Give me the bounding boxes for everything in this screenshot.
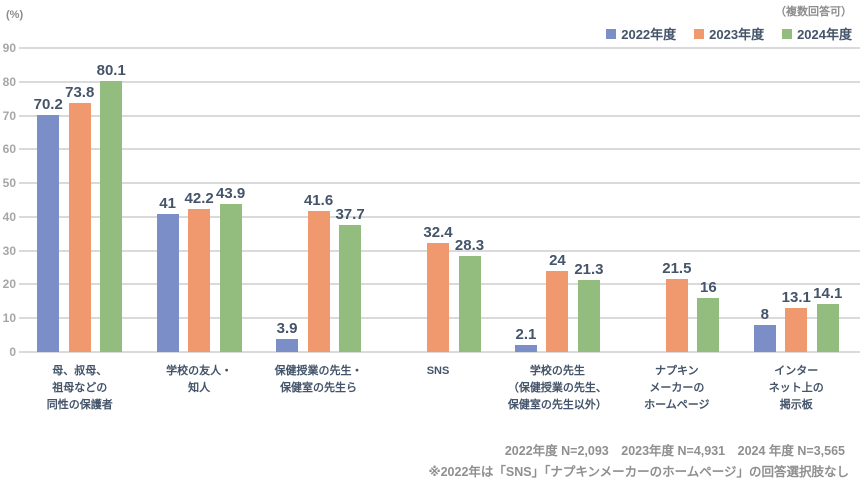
category-label: 母、叔母、 祖母などの 同性の保護者 — [46, 365, 113, 411]
category-label: ナプキン メーカーの ホームページ — [644, 365, 710, 411]
bar-2022年度 — [514, 344, 537, 352]
bar-2024年度 — [100, 81, 123, 352]
bar-value-label: 8 — [760, 305, 769, 323]
legend-swatch — [782, 28, 793, 39]
bar-value-label: 37.7 — [335, 205, 365, 223]
bar-2022年度 — [156, 213, 179, 352]
gridline — [19, 182, 860, 185]
bar-2023年度 — [68, 102, 91, 352]
gridline — [19, 80, 860, 83]
bar-2024年度 — [577, 280, 600, 352]
y-tick-label: 50 — [2, 176, 16, 191]
bar-value-label: 14.1 — [813, 285, 843, 303]
gridline — [19, 148, 860, 151]
y-tick-label: 90 — [2, 41, 16, 55]
bar-2023年度 — [427, 242, 449, 352]
legend-item: 2024年度 — [782, 24, 852, 43]
bar-2024年度 — [458, 256, 481, 352]
y-tick-label: 20 — [2, 277, 16, 292]
category-label: 保健授業の先生・ 保健室の先生ら — [274, 365, 363, 394]
bar-2024年度 — [339, 224, 362, 352]
gridline — [19, 114, 860, 117]
y-tick-label: 10 — [2, 311, 16, 326]
y-tick-label: 30 — [2, 243, 16, 258]
legend-item: 2022年度 — [606, 24, 676, 43]
bar-2024年度 — [697, 297, 720, 352]
legend-label: 2022年度 — [621, 27, 677, 42]
bar-value-label: 24 — [549, 251, 566, 269]
bar-value-label: 16 — [700, 278, 717, 296]
sample-size-note: 2022年度 N=2,093 2023年度 N=4,931 2024 年度 N=… — [504, 444, 845, 458]
y-axis-unit-label: (%) — [6, 9, 24, 21]
legend-swatch — [694, 28, 705, 39]
bar-value-label: 73.8 — [65, 83, 95, 101]
y-tick-label: 60 — [2, 142, 16, 157]
gridline — [19, 215, 860, 218]
footnote: ※2022年は「SNS」「ナプキンメーカーのホームページ」の回答選択肢なし — [428, 465, 849, 479]
bar-value-label: 32.4 — [423, 223, 453, 241]
legend: 2022年度 2023年度 2024年度 — [606, 24, 852, 43]
y-tick-label: 40 — [2, 209, 16, 224]
y-tick-label: 0 — [9, 345, 16, 359]
bar-value-label: 70.2 — [33, 95, 63, 113]
bar-value-label: 3.9 — [276, 319, 298, 337]
bar-value-label: 41.6 — [303, 192, 334, 210]
bar-value-label: 21.3 — [574, 261, 604, 279]
bar-2022年度 — [276, 338, 299, 352]
y-tick-label: 70 — [2, 108, 16, 123]
legend-label: 2023年度 — [709, 27, 765, 42]
bar-2023年度 — [665, 279, 688, 352]
legend-swatch — [606, 28, 617, 39]
bar-2023年度 — [188, 209, 211, 352]
bar-2022年度 — [37, 114, 60, 352]
category-label: 学校の友人・ 知人 — [166, 365, 233, 394]
multiple-answers-note: （複数回答可） — [775, 6, 852, 18]
bar-value-label: 43.9 — [216, 184, 246, 202]
bar-2023年度 — [546, 270, 569, 352]
bar-value-label: 2.1 — [515, 325, 537, 343]
legend-item: 2023年度 — [694, 24, 764, 43]
category-label: インター ネット上の 掲示板 — [768, 365, 824, 411]
bar-2022年度 — [753, 324, 776, 352]
legend-label: 2024年度 — [797, 27, 852, 42]
bar-value-label: 21.5 — [662, 260, 692, 278]
bar-2024年度 — [816, 304, 839, 352]
category-label: SNS — [426, 365, 450, 377]
bar-value-label: 28.3 — [454, 237, 485, 255]
bar-value-label: 80.1 — [96, 62, 126, 80]
bar-2023年度 — [785, 307, 808, 352]
bar-2023年度 — [307, 211, 330, 352]
bar-2024年度 — [219, 203, 242, 352]
bar-value-label: 41 — [159, 194, 176, 212]
category-label: 学校の先生 （保健授業の先生、 保健室の先生以外） — [507, 365, 607, 411]
bar-value-label: 42.2 — [184, 190, 214, 208]
gridline — [19, 351, 860, 353]
gridline — [19, 47, 860, 49]
bar-value-label: 13.1 — [781, 288, 811, 306]
y-tick-label: 80 — [2, 74, 16, 89]
